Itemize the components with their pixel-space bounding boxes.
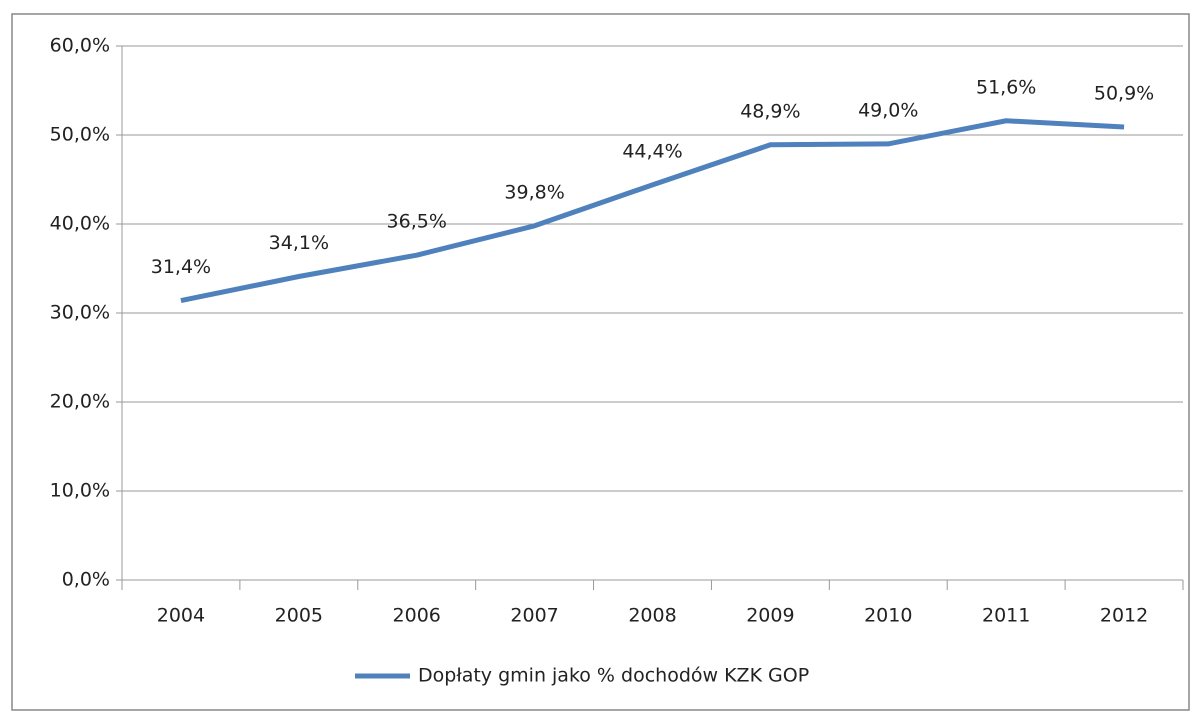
data-label: 50,9% bbox=[1094, 82, 1154, 104]
x-tick-label: 2007 bbox=[510, 605, 558, 627]
data-label: 36,5% bbox=[387, 211, 447, 233]
y-tick-label: 30,0% bbox=[50, 302, 110, 324]
data-label: 51,6% bbox=[976, 76, 1036, 98]
chart-frame bbox=[11, 13, 1190, 711]
legend-label: Dopłaty gmin jako % dochodów KZK GOP bbox=[418, 665, 809, 687]
data-label: 48,9% bbox=[740, 100, 800, 122]
y-tick-label: 40,0% bbox=[50, 213, 110, 235]
y-tick-label: 50,0% bbox=[50, 124, 110, 146]
x-tick-label: 2011 bbox=[982, 605, 1030, 627]
data-label: 44,4% bbox=[622, 140, 682, 162]
x-tick-label: 2005 bbox=[275, 605, 323, 627]
x-tick-label: 2008 bbox=[628, 605, 676, 627]
x-tick-label: 2004 bbox=[157, 605, 205, 627]
y-tick-label: 60,0% bbox=[50, 35, 110, 57]
y-tick-label: 10,0% bbox=[50, 480, 110, 502]
x-tick-label: 2012 bbox=[1100, 605, 1148, 627]
data-label: 34,1% bbox=[269, 232, 329, 254]
y-tick-label: 20,0% bbox=[50, 391, 110, 413]
data-line bbox=[180, 118, 1125, 303]
x-tick-label: 2009 bbox=[746, 605, 794, 627]
x-tick-label: 2006 bbox=[393, 605, 441, 627]
x-tick-label: 2010 bbox=[864, 605, 912, 627]
y-tick-label: 0,0% bbox=[62, 569, 110, 591]
data-label: 31,4% bbox=[151, 256, 211, 278]
data-label: 39,8% bbox=[504, 181, 564, 203]
data-label: 49,0% bbox=[858, 99, 918, 121]
